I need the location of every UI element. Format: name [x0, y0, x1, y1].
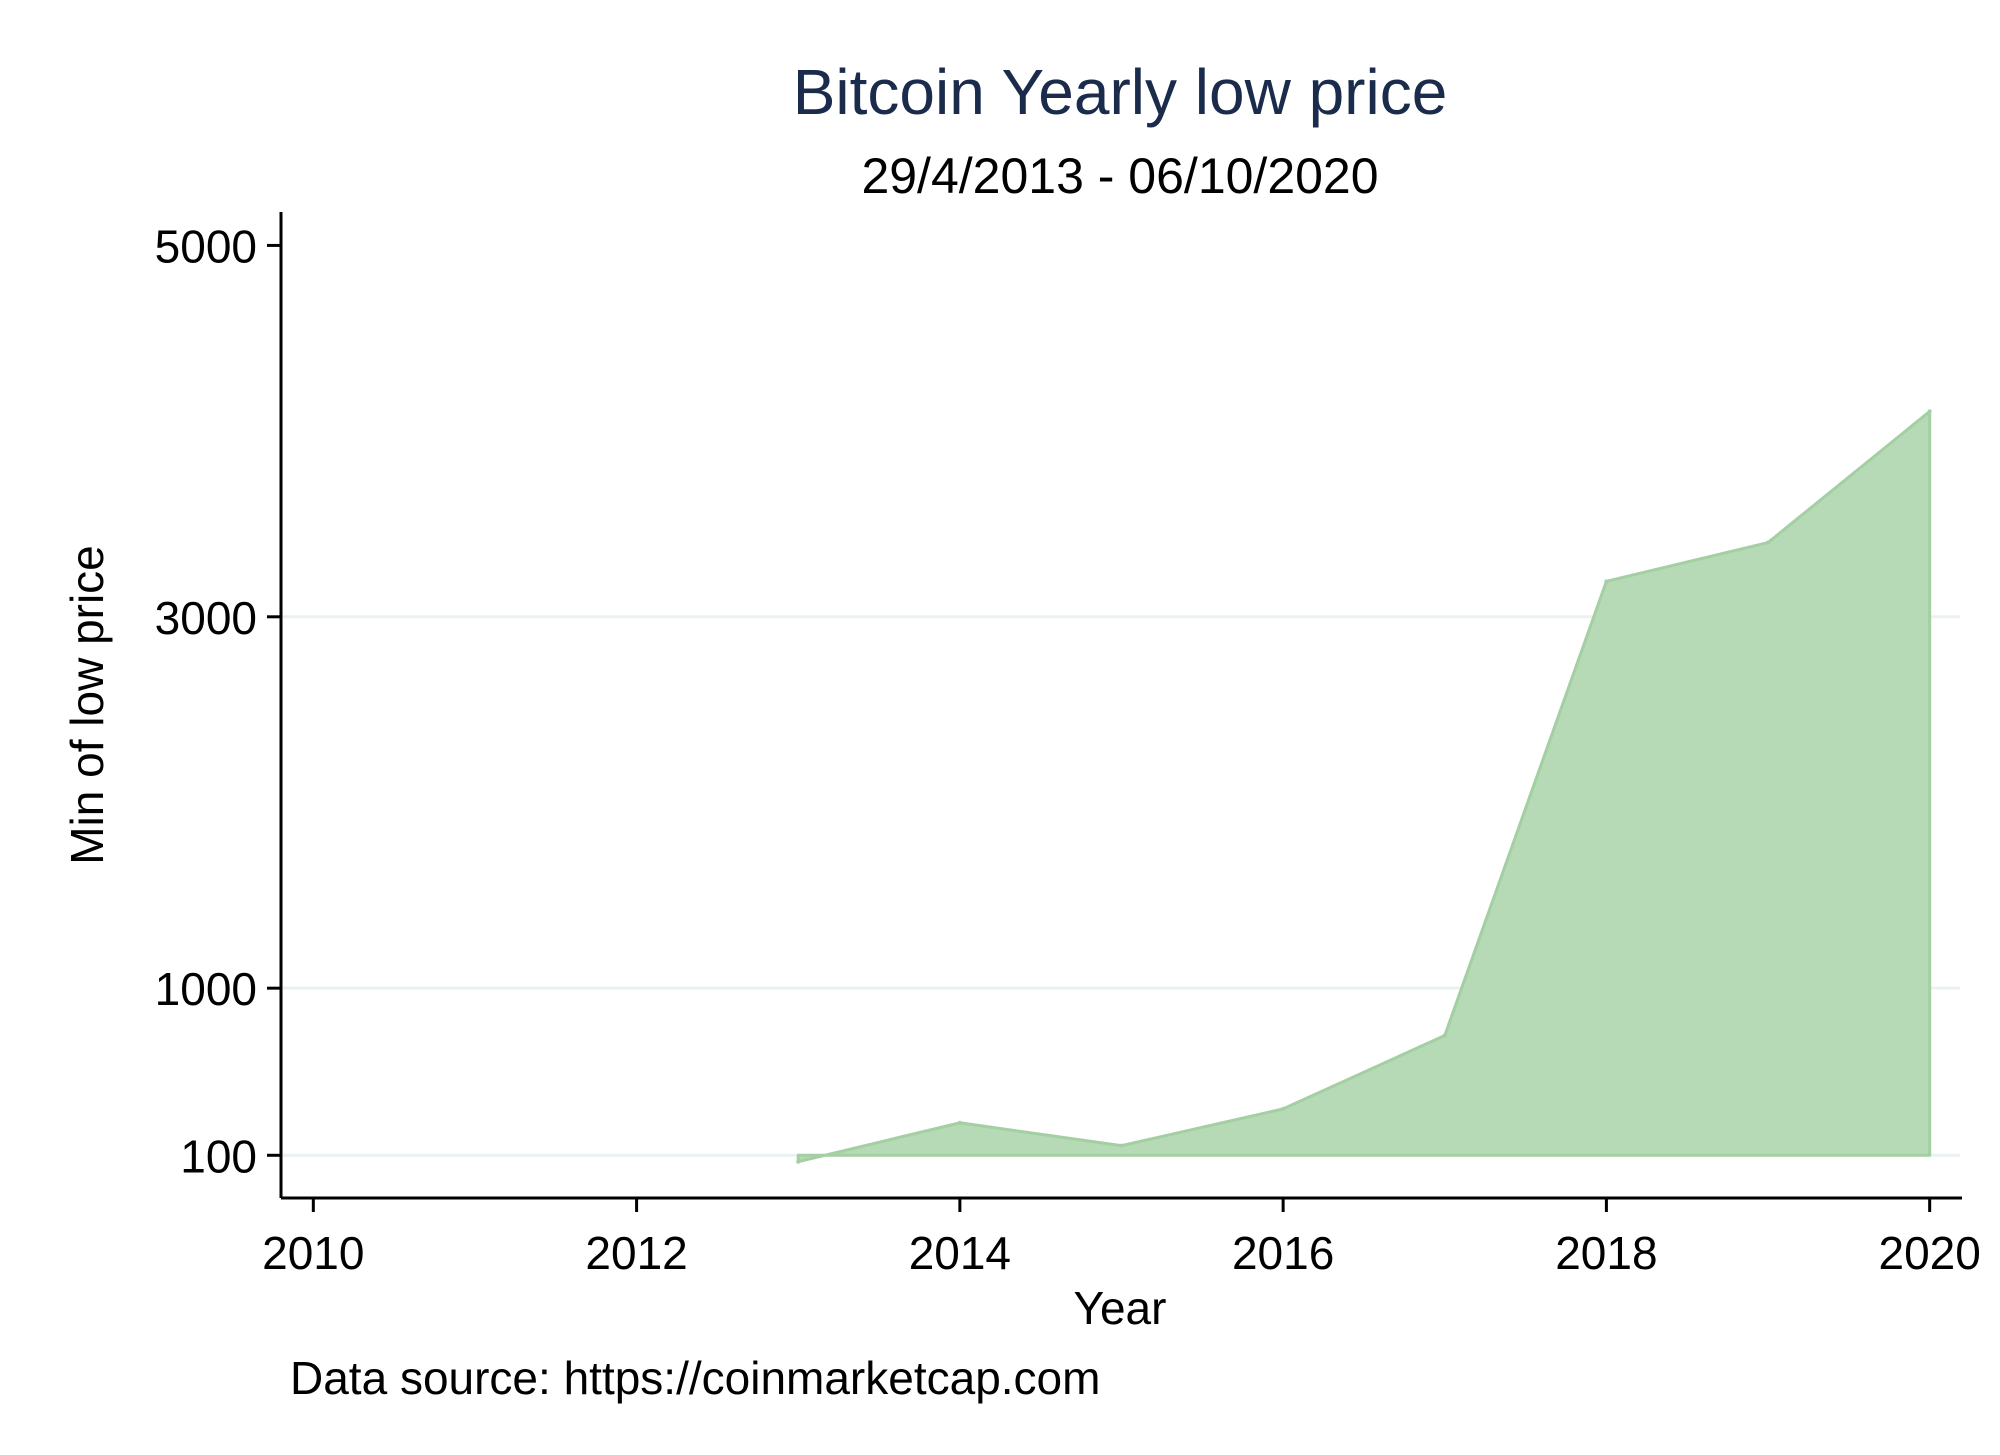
data-point-2016	[1281, 1106, 1286, 1111]
x-ticks: 2010 2012 2014 2016 2018 2020	[262, 1198, 1981, 1279]
data-point-2020	[1927, 409, 1932, 414]
x-tick-label-2018: 2018	[1555, 1227, 1657, 1279]
data-point-2013	[796, 1159, 801, 1164]
axes	[279, 212, 1962, 1200]
data-point-2017	[1442, 1033, 1447, 1038]
x-tick-label-2014: 2014	[909, 1227, 1011, 1279]
chart-title: Bitcoin Yearly low price	[793, 56, 1448, 128]
y-tick-label-100: 100	[180, 1130, 257, 1182]
x-tick-label-2010: 2010	[262, 1227, 364, 1279]
data-point-2018	[1604, 579, 1609, 584]
x-axis-label: Year	[1074, 1282, 1167, 1334]
data-point-2015	[1119, 1143, 1124, 1148]
x-tick-label-2016: 2016	[1232, 1227, 1334, 1279]
y-tick-label-5000: 5000	[155, 220, 257, 272]
area-fill	[796, 409, 1932, 1164]
data-source-note: Data source: https://coinmarketcap.com	[290, 1352, 1100, 1404]
data-point-2014	[957, 1120, 962, 1125]
y-axis-label: Min of low price	[61, 545, 113, 865]
chart-subtitle: 29/4/2013 - 06/10/2020	[861, 148, 1378, 204]
y-ticks: 100 1000 3000 5000	[155, 220, 281, 1182]
area-series	[796, 409, 1932, 1164]
x-tick-label-2012: 2012	[585, 1227, 687, 1279]
data-point-2019	[1766, 540, 1771, 545]
y-tick-label-3000: 3000	[155, 592, 257, 644]
y-tick-label-1000: 1000	[155, 963, 257, 1015]
x-tick-label-2020: 2020	[1879, 1227, 1981, 1279]
